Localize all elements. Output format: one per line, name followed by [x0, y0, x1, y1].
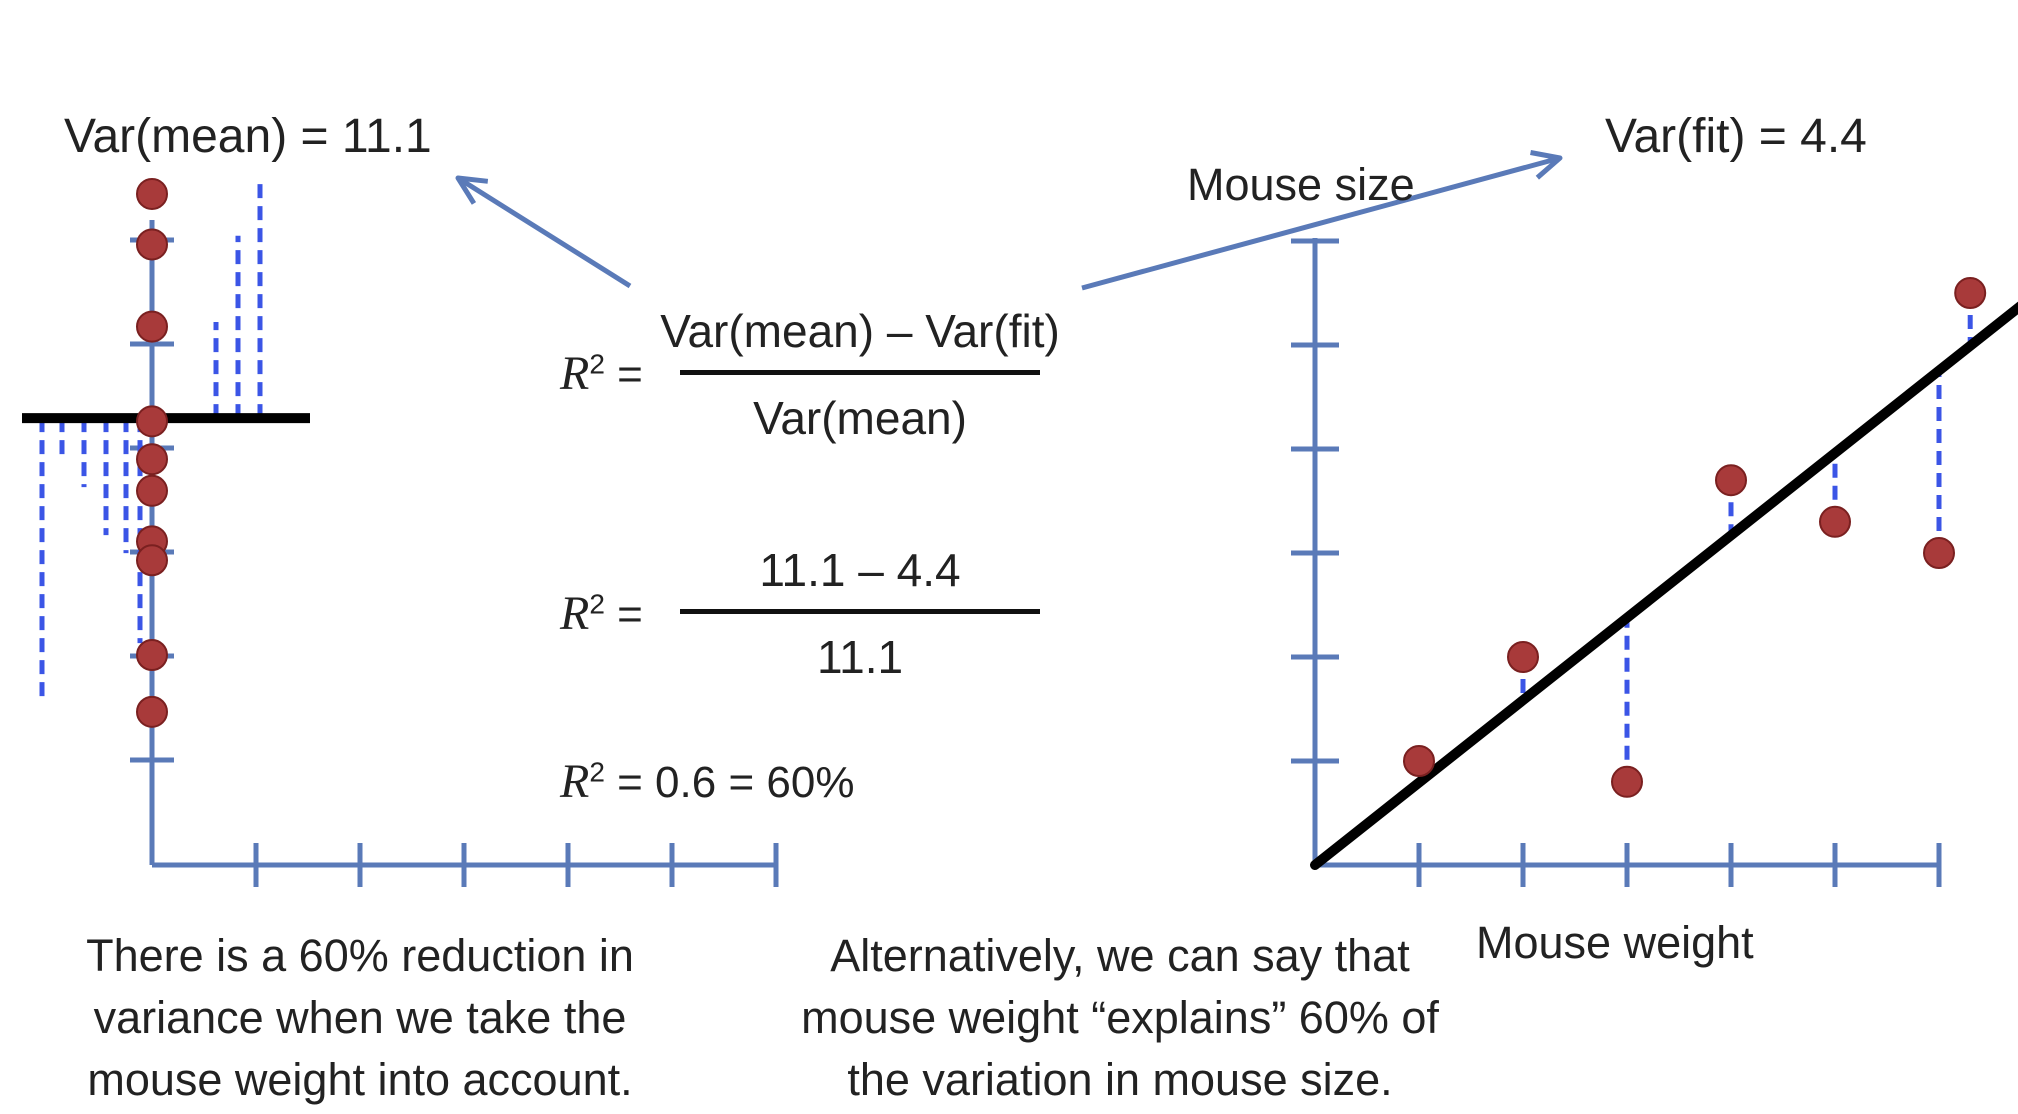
- x-axis-label: Mouse weight: [1476, 917, 1754, 968]
- r-superscript: 2: [589, 588, 605, 620]
- equals-sign: =: [617, 590, 643, 639]
- data-point: [136, 474, 168, 507]
- equals-sign: =: [617, 350, 643, 399]
- r-symbol: R: [560, 347, 590, 400]
- data-point: [136, 177, 168, 210]
- data-point: [1819, 505, 1851, 538]
- data-point: [136, 695, 168, 728]
- data-point: [136, 443, 168, 476]
- r2-result: = 0.6 = 60%: [617, 758, 855, 807]
- r2-equation-2-lhs: R2 =: [560, 590, 643, 638]
- arrow-to-var-mean-head: [455, 175, 489, 205]
- arrow-to-var-mean-shaft: [456, 175, 632, 289]
- r-symbol: R: [560, 755, 590, 808]
- data-point: [136, 639, 168, 671]
- arrow-to-var-fit-shaft: [1081, 155, 1561, 291]
- left-caption-line: variance when we take the: [93, 992, 627, 1043]
- var-fit-label: Var(fit) = 4.4: [1605, 110, 1867, 163]
- left-caption-line: There is a 60% reduction in: [86, 930, 634, 981]
- data-point: [136, 228, 168, 261]
- r-superscript: 2: [589, 348, 605, 380]
- eq1-fraction-bar: [680, 370, 1040, 375]
- data-point: [1954, 277, 1987, 309]
- r-superscript: 2: [589, 756, 605, 788]
- r2-equation-1-lhs: R2 =: [560, 350, 643, 398]
- var-mean-label: Var(mean) = 11.1: [64, 110, 432, 163]
- data-point: [1715, 464, 1747, 497]
- eq1-numerator: Var(mean) – Var(fit): [660, 305, 1060, 357]
- right-caption-line: mouse weight “explains” 60% of: [801, 992, 1439, 1043]
- left-caption-line: mouse weight into account.: [87, 1054, 633, 1105]
- data-point: [1923, 537, 1955, 569]
- eq2-denominator: 11.1: [816, 631, 904, 683]
- eq2-numerator: 11.1 – 4.4: [759, 544, 961, 596]
- data-point: [136, 310, 168, 343]
- right-caption-line: Alternatively, we can say that: [830, 930, 1410, 981]
- right-plot: [1291, 238, 2018, 887]
- data-point: [1611, 765, 1643, 798]
- left-caption: There is a 60% reduction in variance whe…: [40, 925, 680, 1111]
- eq2-fraction-bar: [680, 609, 1040, 614]
- data-point: [1403, 745, 1435, 777]
- r-symbol: R: [560, 587, 590, 640]
- right-caption-line: the variation in mouse size.: [847, 1054, 1393, 1105]
- eq1-denominator: Var(mean): [753, 392, 967, 444]
- right-caption: Alternatively, we can say that mouse wei…: [770, 925, 1470, 1111]
- arrows: [455, 150, 1563, 291]
- fit-line: [1310, 301, 2018, 870]
- left-plot: [22, 177, 779, 887]
- data-point: [136, 544, 168, 577]
- data-point: [136, 405, 168, 438]
- arrow-to-var-fit-head: [1530, 150, 1563, 180]
- y-axis-label: Mouse size: [1187, 159, 1415, 210]
- data-point: [1507, 641, 1539, 673]
- r2-equation-3: R2 = 0.6 = 60%: [560, 758, 854, 806]
